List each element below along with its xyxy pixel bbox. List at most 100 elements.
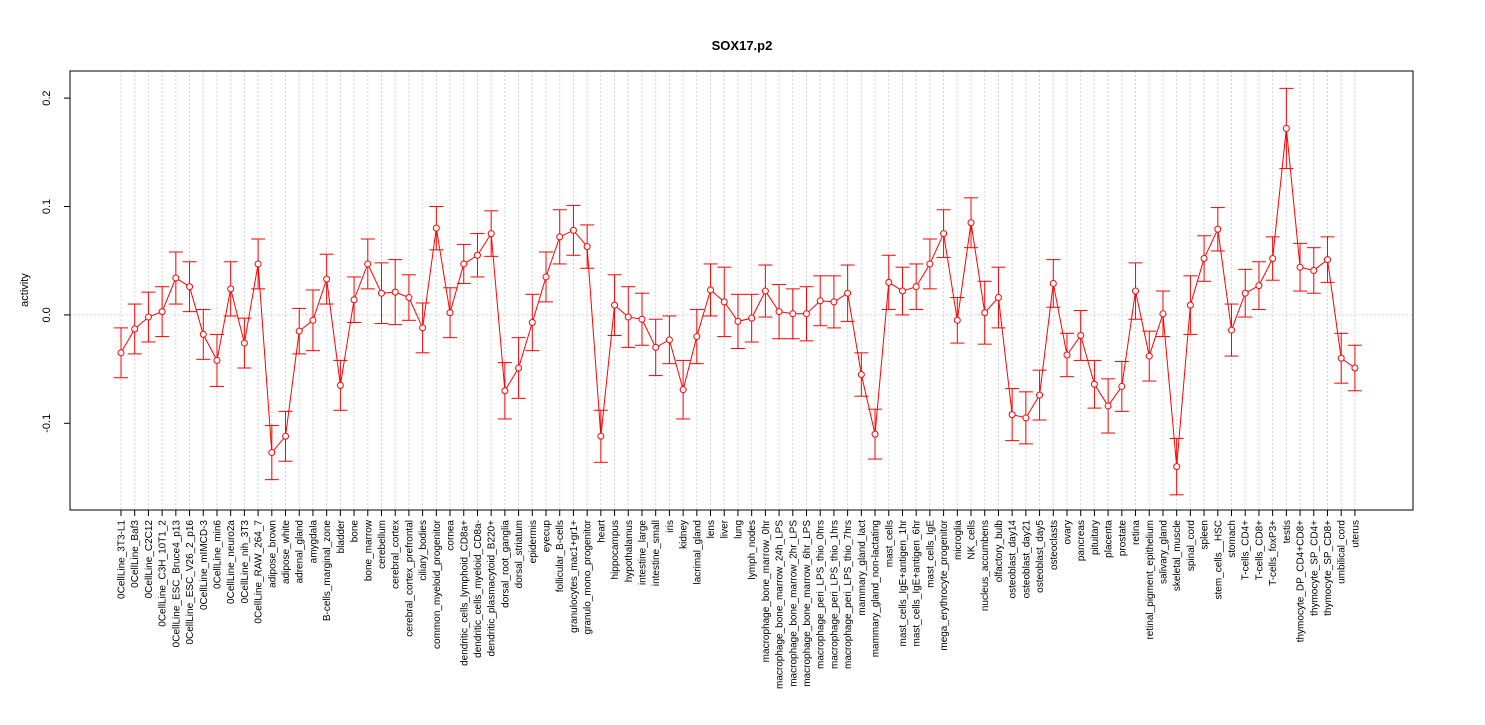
data-point [734, 317, 742, 325]
data-point [1049, 279, 1057, 287]
data-point [830, 298, 838, 306]
data-point [377, 289, 385, 297]
data-point [624, 313, 632, 321]
x-tick-label: pituitary [1090, 520, 1101, 555]
x-tick-label: 0CellLine_neuro2a [226, 520, 237, 604]
x-tick-label: NK_cells [967, 520, 978, 559]
data-point [775, 308, 783, 316]
x-tick-label: thymocyte_DP_CD4+CD8+ [1296, 520, 1307, 642]
x-tick-label: osteoblast_day21 [1021, 520, 1032, 599]
x-tick-label: mast_cells [884, 520, 895, 567]
x-tick-label: amygdala [308, 520, 319, 564]
data-point [1228, 326, 1236, 334]
data-point [158, 308, 166, 316]
data-point [144, 313, 152, 321]
data-point [994, 294, 1002, 302]
x-tick-label: dendritic_cells_lymphoid_CD8a+ [459, 520, 470, 666]
y-tick-label: 0.0 [41, 307, 53, 322]
data-point [323, 275, 331, 283]
x-tick-label: thymocyte_SP_CD4+ [1309, 520, 1320, 616]
data-point [268, 449, 276, 457]
data-point [542, 273, 550, 281]
x-tick-label: mast_cells_IgE+antigen_6hr [912, 519, 923, 646]
x-tick-label: mammary_gland_non-lactating [871, 520, 882, 657]
data-point [350, 296, 358, 304]
data-point [816, 297, 824, 305]
x-tick-label: macrophage_bone_marrow_24h_LPS [775, 520, 786, 689]
x-tick-label: stomach [1227, 520, 1238, 558]
data-point [1186, 301, 1194, 309]
y-axis-label: activity [19, 273, 31, 307]
data-point [391, 288, 399, 296]
data-point [515, 364, 523, 372]
data-point [199, 330, 207, 338]
data-point [912, 283, 920, 291]
x-tick-label: osteoblast_day5 [1035, 520, 1046, 593]
data-point [940, 230, 948, 238]
x-tick-label: cerebral_cortex [391, 520, 402, 589]
x-tick-label: macrophage_bone_marrow_0hr [761, 519, 772, 662]
data-point [611, 301, 619, 309]
plot-frame [69, 70, 1414, 511]
x-tick-label: macrophage_peri_LPS_thio_0hrs [816, 520, 827, 669]
data-point [117, 349, 125, 357]
x-tick-label: cerebellum [377, 520, 388, 569]
data-point [1282, 124, 1290, 132]
x-tick-label: 0CellLine_C2C12 [144, 520, 155, 599]
data-point [720, 298, 728, 306]
x-tick-label: adrenal_gland [295, 520, 306, 583]
data-point [665, 336, 673, 344]
data-point [652, 343, 660, 351]
x-tick-label: testis [1282, 520, 1293, 543]
x-tick-label: retina [1131, 520, 1142, 545]
chart-title: SOX17.p2 [712, 38, 773, 53]
x-tick-label: lens [706, 520, 717, 538]
data-point [597, 432, 605, 440]
data-point [501, 387, 509, 395]
data-point [282, 432, 290, 440]
data-point [803, 310, 810, 318]
x-tick-label: adipose_brown [267, 520, 278, 588]
data-point [1337, 354, 1345, 362]
data-point [405, 294, 413, 302]
x-tick-label: lymph_nodes [747, 520, 758, 579]
data-point [1145, 352, 1153, 360]
x-tick-label: macrophage_bone_marrow_2hr_LPS [788, 520, 799, 687]
x-tick-label: macrophage_bone_marrow_6hr_LPS [802, 520, 813, 687]
data-point [1077, 331, 1085, 339]
x-tick-label: spleen [1200, 520, 1211, 549]
axis-layer: -0.1 0.0 0.1 0.2 0CellLine_3T3-L1 0CellLine_B… [41, 90, 1361, 689]
data-point [1351, 364, 1359, 372]
x-tick-label: granulo_mono_progenitor [583, 519, 594, 634]
data-point [446, 309, 454, 317]
data-point [1173, 463, 1181, 471]
data-point [761, 287, 769, 295]
x-tick-label: epidermis [528, 520, 539, 563]
data-point [748, 314, 756, 322]
x-tick-label: adipose_white [281, 520, 292, 584]
x-tick-label: mega_erythrocyte_progenitor [939, 519, 950, 650]
data-point [1310, 266, 1318, 274]
data-point [1036, 391, 1044, 399]
x-tick-label: dendritic_cells_myeloid_CD8a- [473, 520, 484, 658]
data-point [1063, 351, 1071, 359]
data-point [213, 356, 221, 364]
data-point [432, 224, 440, 232]
data-point [419, 324, 427, 332]
x-tick-label: osteoclasts [1049, 520, 1060, 570]
x-tick-label: placenta [1104, 520, 1115, 558]
x-tick-label: kidney [679, 520, 690, 549]
x-tick-label: mast_cells_IgE [925, 520, 936, 588]
x-tick-label: lung [733, 520, 744, 539]
x-tick-label: iris [665, 520, 676, 533]
data-point [1159, 310, 1167, 318]
x-tick-label: salivary_gland [1158, 520, 1169, 584]
grid-layer [120, 71, 1356, 510]
x-tick-label: granulocytes_mac1+gr1+ [569, 520, 580, 633]
data-point [885, 278, 893, 286]
x-tick-label: intestine_large [637, 520, 648, 585]
x-tick-label: hypothalamus [624, 520, 635, 582]
x-tick-label: 0CellLine_mIMCD-3 [199, 520, 210, 610]
x-tick-label: uterus [1350, 520, 1361, 548]
